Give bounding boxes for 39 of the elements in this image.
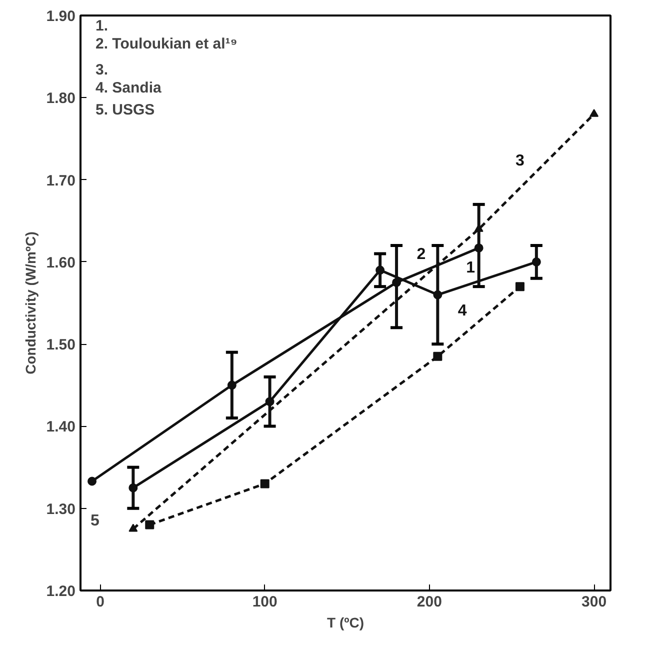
- y-tick-label: 1.70: [46, 172, 76, 190]
- point: [474, 243, 484, 252]
- y-tick-label: 1.50: [46, 336, 76, 354]
- y-tick-label: 1.40: [46, 418, 76, 436]
- annotation: 5: [90, 512, 100, 530]
- point: [532, 257, 541, 266]
- x-tick-label: 0: [96, 594, 104, 610]
- point: [227, 380, 236, 390]
- y-axis-title: Conductivity (W/mºC): [22, 232, 38, 374]
- y-tick-label: 1.60: [46, 254, 76, 272]
- point: [433, 352, 442, 361]
- x-tick-label: 200: [416, 594, 442, 610]
- point: [265, 397, 274, 406]
- x-tick-label: 100: [252, 594, 278, 610]
- annotation: 4. Sandia: [96, 80, 162, 96]
- annotation: 1.: [96, 18, 108, 34]
- series-label: 4: [458, 302, 467, 320]
- point: [128, 524, 138, 532]
- point: [260, 479, 270, 488]
- point: [145, 520, 154, 530]
- point: [590, 108, 599, 117]
- point: [392, 278, 402, 287]
- x-axis-title: T (ºC): [327, 614, 364, 630]
- series-label: 2: [416, 246, 426, 264]
- annotation: 5. USGS: [96, 102, 155, 118]
- point: [376, 266, 385, 275]
- y-tick-label: 1.90: [46, 8, 76, 25]
- point: [515, 282, 524, 292]
- y-tick-label: 1.80: [46, 90, 76, 108]
- series-label: 1: [466, 259, 476, 276]
- annotation: 2. Touloukian et al¹⁹: [96, 36, 238, 52]
- series-label: 3: [516, 152, 525, 170]
- y-tick-label: 1.20: [46, 583, 76, 600]
- point: [433, 290, 442, 300]
- x-tick-label: 300: [582, 594, 607, 610]
- point: [88, 476, 97, 486]
- y-tick-label: 1.30: [46, 500, 76, 518]
- point: [128, 483, 138, 492]
- annotation: 3.: [96, 62, 108, 78]
